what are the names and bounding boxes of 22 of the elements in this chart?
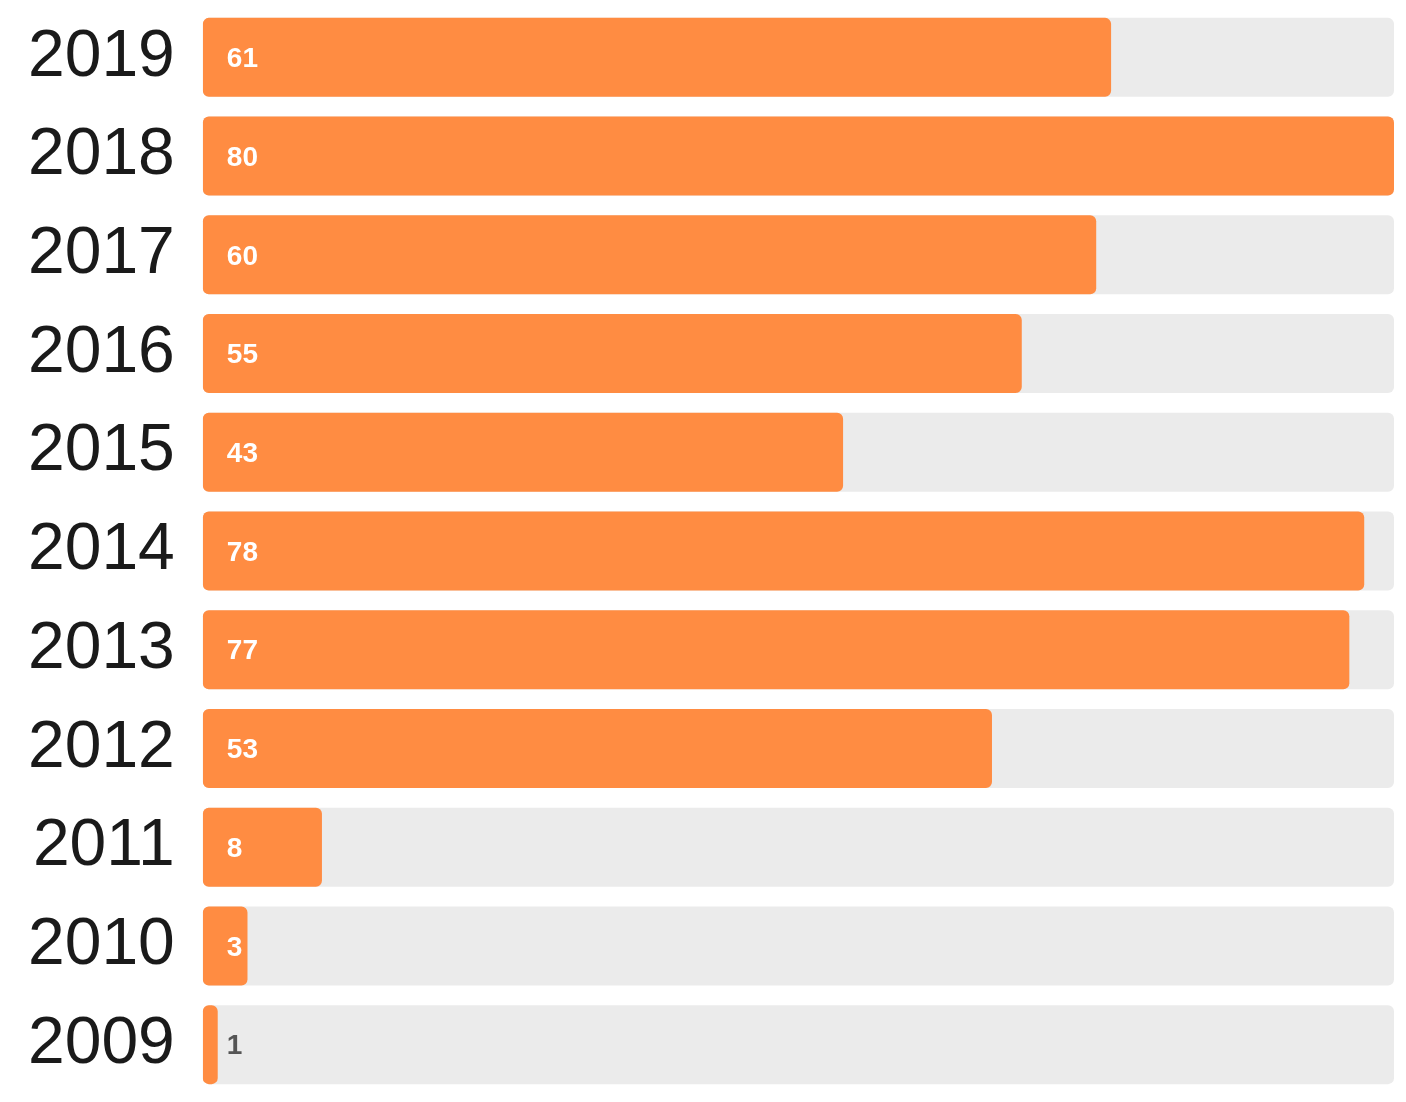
data-label: 61: [226, 42, 258, 74]
data-label: 43: [226, 436, 258, 468]
data-label: 1: [226, 1029, 243, 1061]
data-label: 80: [226, 140, 258, 172]
y-tick-label: 2017: [28, 213, 175, 288]
y-tick-label: 2011: [32, 805, 175, 880]
y-tick-label: 2012: [28, 706, 175, 781]
y-tick-label: 2016: [28, 311, 175, 386]
data-label: 77: [226, 634, 258, 666]
y-tick-label: 2009: [28, 1002, 175, 1077]
data-label: 55: [226, 338, 258, 370]
y-tick-label: 2019: [28, 15, 175, 90]
y-tick-label: 2010: [28, 904, 175, 979]
y-tick-label: 2014: [28, 509, 175, 584]
data-label: 53: [226, 733, 258, 765]
y-tick-label: 2013: [28, 607, 175, 682]
data-label: 60: [226, 239, 258, 271]
y-tick-label: 2018: [28, 114, 175, 189]
data-label: 8: [226, 831, 243, 863]
data-label: 78: [226, 535, 258, 567]
data-label: 3: [226, 930, 243, 962]
y-tick-label: 2015: [28, 410, 175, 485]
